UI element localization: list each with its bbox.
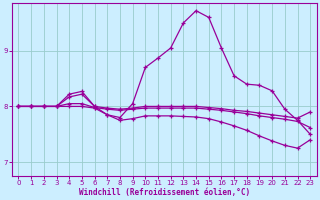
X-axis label: Windchill (Refroidissement éolien,°C): Windchill (Refroidissement éolien,°C)	[79, 188, 250, 197]
